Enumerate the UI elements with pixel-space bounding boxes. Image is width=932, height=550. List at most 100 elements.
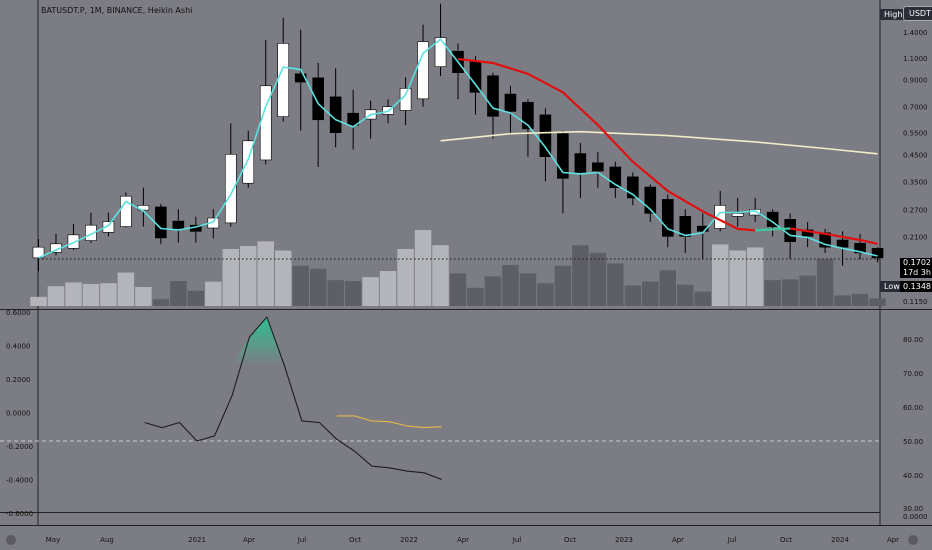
time-tick-label: 2024	[831, 536, 849, 544]
time-tick-label: Apr	[457, 536, 469, 544]
settings-icon[interactable]	[908, 535, 918, 545]
high-badge: High	[880, 9, 907, 20]
candle-body	[731, 213, 744, 217]
candle-body	[155, 206, 167, 239]
countdown-value: 17d 3h	[903, 268, 931, 277]
volume-bar	[170, 280, 187, 306]
time-tick-label: 2021	[188, 536, 206, 544]
candle-body	[504, 93, 517, 112]
candle-body	[294, 73, 307, 83]
price-tick-label: 1.1000	[903, 55, 928, 63]
oscillator-right-tick: 30.00	[903, 505, 923, 513]
time-tick-label: Aug	[100, 536, 114, 544]
volume-bar	[869, 298, 886, 306]
volume-bar	[414, 230, 432, 306]
candle-body	[661, 199, 674, 237]
oscillator-peak-fill	[232, 317, 285, 366]
currency-button[interactable]: USDT	[903, 6, 932, 21]
candle-body	[784, 219, 796, 242]
price-tick-label: 0.7000	[903, 104, 928, 112]
volume-bar	[152, 299, 170, 306]
volume-bar	[572, 245, 589, 306]
chart-title: BATUSDT.P, 1M, BINANCE, Heikin Ashi	[41, 6, 193, 15]
volume-bar	[711, 244, 729, 306]
volume-bar	[642, 281, 659, 306]
timezone-icon[interactable]	[6, 535, 16, 545]
candle-body	[696, 225, 709, 232]
volume-bar	[30, 296, 47, 306]
time-tick-label: Oct	[564, 536, 576, 544]
time-tick-label: Oct	[349, 536, 361, 544]
price-tick-label: 0.5500	[903, 130, 928, 138]
candle-body	[574, 153, 587, 173]
candle-body	[609, 166, 622, 188]
time-tick-label: 2022	[400, 536, 418, 544]
volume-bar	[729, 250, 746, 306]
low-badge-label: Low	[880, 281, 904, 292]
candle-body	[801, 229, 814, 237]
time-tick-label: May	[46, 536, 60, 544]
oscillator-right-tick: 70.00	[903, 370, 923, 378]
oscillator-left-tick: -0.6000	[6, 510, 33, 518]
candle-body	[487, 75, 499, 117]
price-tick-label: 0.9000	[903, 77, 928, 85]
volume-bar	[554, 265, 572, 306]
candle-body	[627, 176, 639, 199]
candle-body	[871, 247, 884, 259]
volume-bar	[135, 287, 152, 306]
fast-ma-line	[38, 38, 878, 259]
volume-bar	[816, 258, 834, 306]
volume-bar	[764, 280, 781, 306]
candle-body	[347, 112, 359, 126]
candle-body	[120, 195, 132, 227]
low-badge-value: 0.1348	[900, 281, 932, 292]
trend-line-down	[457, 57, 756, 232]
volume-bar	[746, 247, 764, 306]
candle-body	[592, 162, 604, 172]
slow-ma-line	[440, 130, 878, 155]
volume-bar	[484, 276, 502, 306]
price-tick-label: 1.4000	[903, 29, 928, 37]
time-tick-label: Jul	[512, 536, 522, 544]
candle-body	[539, 114, 552, 158]
time-tick-label: Jul	[727, 536, 737, 544]
candle-body	[434, 37, 447, 67]
candle-body	[644, 186, 657, 214]
oscillator-right-tick: 80.00	[903, 336, 923, 344]
time-tick-label: 2023	[615, 536, 633, 544]
volume-bar	[799, 275, 816, 306]
volume-bar	[537, 283, 554, 306]
volume-bar	[659, 270, 677, 306]
time-tick-label: Apr	[243, 536, 255, 544]
candle-body	[557, 133, 569, 179]
candle-body	[224, 153, 237, 224]
volume-bar	[781, 279, 799, 306]
volume-bar	[240, 245, 257, 306]
oscillator-left-tick: 0.0000	[6, 410, 31, 418]
volume-bar	[467, 287, 484, 306]
oscillator-left-tick: -0.2000	[6, 443, 33, 451]
volume-bar	[851, 293, 869, 306]
volume-bar	[187, 290, 205, 306]
volume-bar	[205, 281, 222, 306]
time-tick-label: Apr	[887, 536, 899, 544]
time-tick-label: Oct	[780, 536, 792, 544]
candle-body	[172, 220, 185, 230]
oscillator-right-tick: 40.00	[903, 472, 923, 480]
last-price-value: 0.1702	[903, 258, 931, 267]
volume-bar	[397, 249, 414, 306]
volume-bar	[257, 241, 274, 306]
volume-bar	[82, 283, 100, 306]
volume-bar	[117, 272, 135, 306]
volume-bar	[677, 284, 694, 306]
candle-body	[854, 242, 866, 254]
candle-body	[102, 221, 115, 233]
oscillator-right-tick: 50.00	[903, 438, 923, 446]
volume-bar	[519, 273, 537, 306]
candle-body	[679, 216, 692, 237]
candle-body	[277, 43, 290, 117]
volume-bar	[449, 273, 467, 306]
candle-body	[67, 234, 80, 249]
volume-bar	[624, 285, 642, 306]
